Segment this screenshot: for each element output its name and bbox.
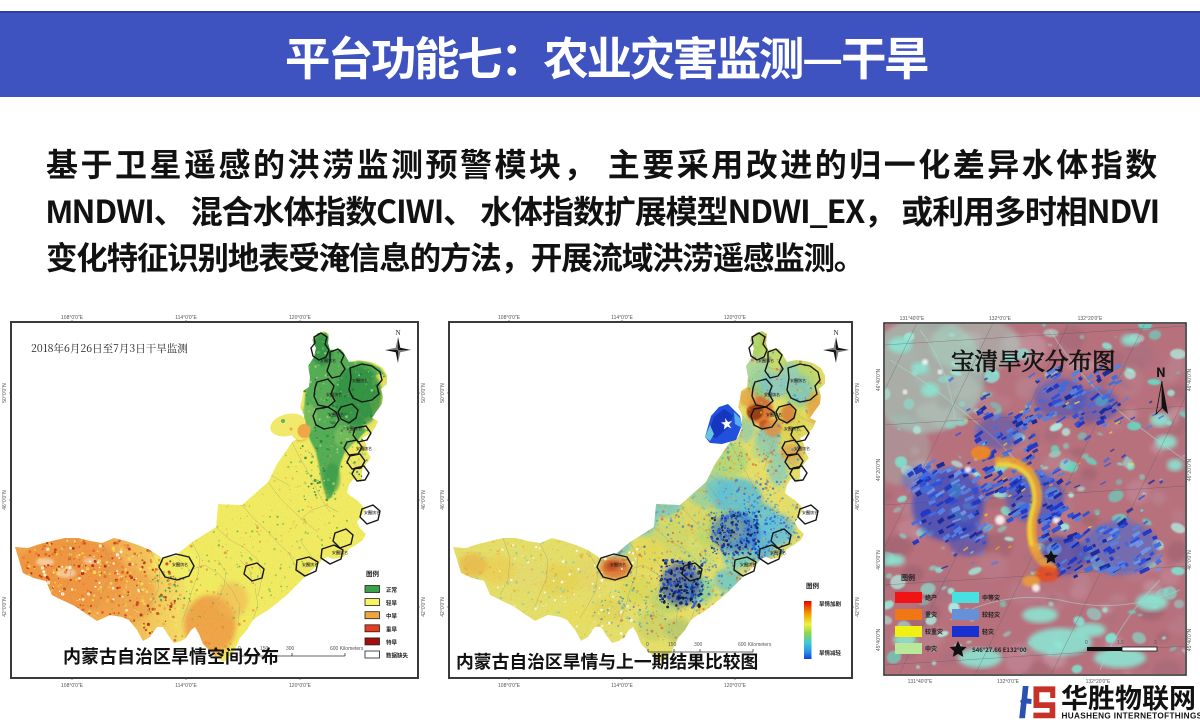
- svg-text:132°0'0"E: 132°0'0"E: [989, 316, 1012, 322]
- svg-text:132°20'0"E: 132°20'0"E: [1078, 316, 1103, 322]
- svg-text:114°0'0"E: 114°0'0"E: [611, 315, 633, 321]
- svg-text:N: N: [833, 329, 838, 337]
- svg-text:绝产: 绝产: [925, 593, 937, 602]
- svg-text:0: 0: [238, 646, 241, 652]
- svg-text:50°0'0"N: 50°0'0"N: [2, 383, 8, 403]
- svg-text:120°0'0"E: 120°0'0"E: [289, 683, 312, 689]
- svg-text:轻灾: 轻灾: [982, 627, 994, 636]
- svg-text:安图旗名: 安图旗名: [790, 377, 806, 384]
- svg-text:安图旗名: 安图旗名: [610, 561, 626, 568]
- svg-text:0: 0: [646, 642, 649, 648]
- svg-text:600 Kilometers: 600 Kilometers: [738, 642, 772, 648]
- svg-text:内蒙古自治区旱情空间分布: 内蒙古自治区旱情空间分布: [63, 643, 279, 669]
- svg-text:安图旗名: 安图旗名: [326, 391, 342, 398]
- svg-text:45°40'0"N: 45°40'0"N: [876, 628, 882, 651]
- svg-text:数据缺失: 数据缺失: [386, 652, 409, 660]
- svg-text:114°0'0"E: 114°0'0"E: [175, 683, 197, 689]
- svg-text:0: 0: [1085, 640, 1088, 646]
- svg-text:安图旗名: 安图旗名: [740, 561, 756, 568]
- svg-text:中旱: 中旱: [386, 612, 398, 620]
- svg-text:安图旗名: 安图旗名: [328, 411, 344, 418]
- svg-text:300: 300: [694, 642, 703, 648]
- svg-text:50°0'0"N: 50°0'0"N: [855, 383, 861, 403]
- svg-text:内蒙古自治区旱情与上一期结果比较图: 内蒙古自治区旱情与上一期结果比较图: [456, 648, 758, 674]
- svg-text:600 Kilometers: 600 Kilometers: [330, 646, 364, 652]
- svg-text:46°0'0"N: 46°0'0"N: [440, 490, 446, 510]
- svg-text:较轻灾: 较轻灾: [982, 610, 1000, 619]
- svg-text:安图旗名: 安图旗名: [352, 377, 368, 384]
- svg-text:安图旗名: 安图旗名: [356, 445, 372, 452]
- svg-text:宝清旱灾分布图: 宝清旱灾分布图: [951, 343, 1116, 377]
- svg-text:安图旗名: 安图旗名: [784, 425, 800, 432]
- svg-text:安图旗名: 安图旗名: [172, 561, 188, 568]
- svg-text:安图旗名: 安图旗名: [332, 549, 348, 556]
- svg-text:安图旗名: 安图旗名: [346, 425, 362, 432]
- svg-text:114°0'0"E: 114°0'0"E: [611, 683, 633, 689]
- svg-text:3: 3: [1154, 640, 1157, 646]
- svg-text:42°0'0"N: 42°0'0"N: [440, 597, 446, 617]
- svg-text:46°20'0"N: 46°20'0"N: [876, 458, 882, 481]
- svg-text:108°0'0"E: 108°0'0"E: [498, 315, 521, 321]
- svg-text:108°0'0"E: 108°0'0"E: [61, 683, 84, 689]
- svg-text:华胜物联网: 华胜物联网: [1061, 677, 1196, 716]
- svg-text:安图旗名: 安图旗名: [764, 391, 780, 398]
- svg-text:较重灾: 较重灾: [925, 627, 943, 636]
- svg-text:S46°27.66 E132°00: S46°27.66 E132°00: [972, 645, 1027, 654]
- svg-text:中等灾: 中等灾: [982, 593, 1000, 602]
- svg-text:108°0'0"E: 108°0'0"E: [498, 683, 521, 689]
- svg-text:中灾: 中灾: [925, 644, 937, 653]
- svg-text:安图旗名: 安图旗名: [794, 445, 810, 452]
- svg-text:图例: 图例: [366, 568, 380, 578]
- svg-text:安图旗名: 安图旗名: [758, 357, 774, 364]
- svg-text:108°0'0"E: 108°0'0"E: [61, 315, 84, 321]
- svg-text:46°0'0"N: 46°0'0"N: [2, 490, 8, 510]
- svg-text:120°0'0"E: 120°0'0"E: [289, 315, 312, 321]
- svg-text:46°40'0"N: 46°40'0"N: [1187, 368, 1193, 391]
- svg-text:131°40'0"E: 131°40'0"E: [900, 316, 925, 322]
- svg-text:132°20'0"E: 132°20'0"E: [1086, 679, 1111, 685]
- svg-text:300: 300: [286, 646, 295, 652]
- svg-text:46°0'0"N: 46°0'0"N: [1187, 550, 1193, 570]
- svg-text:N: N: [1156, 362, 1166, 381]
- svg-text:50°0'0"N: 50°0'0"N: [440, 383, 446, 403]
- svg-text:旱情加剧: 旱情加剧: [819, 600, 842, 608]
- svg-text:图例: 图例: [806, 580, 820, 590]
- svg-text:132°0'0"E: 132°0'0"E: [997, 679, 1020, 685]
- svg-text:正常: 正常: [386, 586, 398, 594]
- svg-text:安图旗名: 安图旗名: [802, 509, 818, 516]
- svg-text:50°0'0"N: 50°0'0"N: [421, 383, 427, 403]
- svg-text:42°0'0"N: 42°0'0"N: [2, 597, 8, 617]
- svg-text:重旱: 重旱: [386, 625, 398, 633]
- svg-text:150: 150: [668, 642, 677, 648]
- svg-text:45°40'0"N: 45°40'0"N: [1187, 628, 1193, 651]
- svg-text:安图旗名: 安图旗名: [364, 509, 380, 516]
- svg-text:安图旗名: 安图旗名: [770, 549, 786, 556]
- svg-text:46°0'0"N: 46°0'0"N: [421, 490, 427, 510]
- svg-text:轻旱: 轻旱: [386, 599, 398, 607]
- svg-text:46°40'0"N: 46°40'0"N: [876, 368, 882, 391]
- svg-text:1.5: 1.5: [1117, 640, 1124, 646]
- svg-text:131°40'0"E: 131°40'0"E: [908, 679, 933, 685]
- svg-text:安图旗名: 安图旗名: [766, 411, 782, 418]
- svg-text:HUASHENG INTERNETOFTHINGS: HUASHENG INTERNETOFTHINGS: [1062, 712, 1200, 721]
- svg-text:120°0'0"E: 120°0'0"E: [724, 683, 747, 689]
- svg-text:安图旗名: 安图旗名: [302, 561, 318, 568]
- svg-text:46°0'0"N: 46°0'0"N: [876, 550, 882, 570]
- svg-text:42°0'0"N: 42°0'0"N: [421, 597, 427, 617]
- svg-text:重灾: 重灾: [925, 610, 937, 619]
- svg-text:46°0'0"N: 46°0'0"N: [855, 490, 861, 510]
- svg-text:42°0'0"N: 42°0'0"N: [855, 597, 861, 617]
- svg-text:114°0'0"E: 114°0'0"E: [175, 315, 197, 321]
- svg-text:旱情减轻: 旱情减轻: [819, 649, 842, 657]
- svg-text:2018年6月26日至7月3日干旱监测: 2018年6月26日至7月3日干旱监测: [31, 341, 188, 356]
- svg-text:150: 150: [260, 646, 269, 652]
- svg-text:安图旗名: 安图旗名: [320, 357, 336, 364]
- svg-text:图例: 图例: [901, 573, 915, 583]
- svg-text:46°20'0"N: 46°20'0"N: [1187, 458, 1193, 481]
- svg-text:N: N: [395, 329, 400, 337]
- svg-text:120°0'0"E: 120°0'0"E: [724, 315, 747, 321]
- svg-text:特旱: 特旱: [386, 638, 398, 646]
